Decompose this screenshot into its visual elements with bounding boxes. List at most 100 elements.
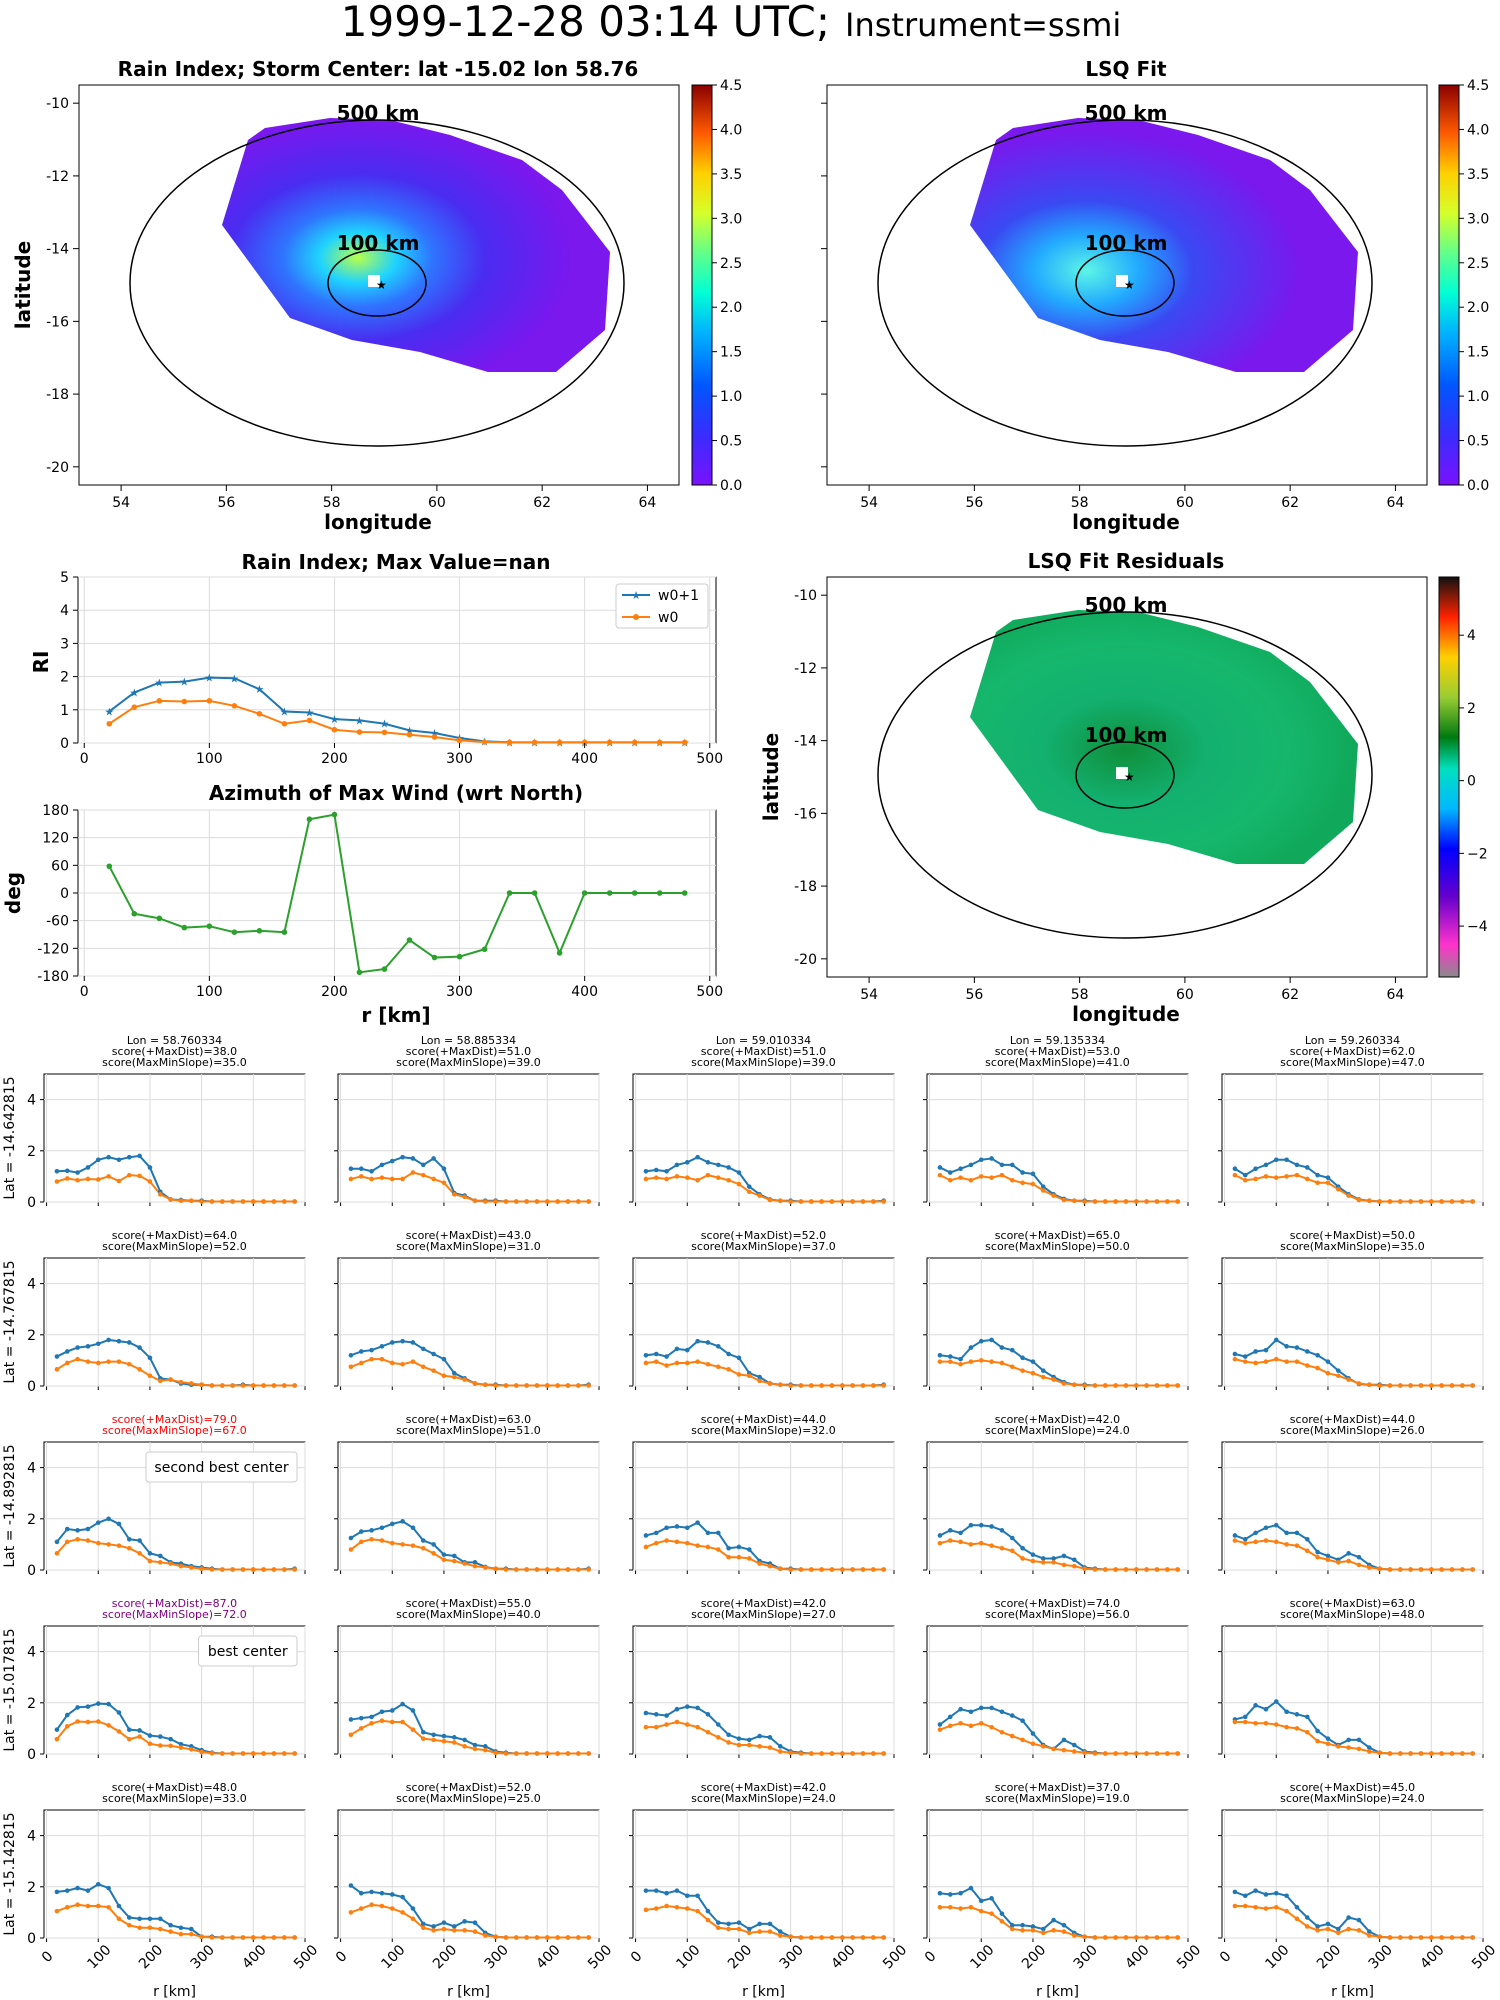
x-tick-label: 58	[1071, 495, 1089, 511]
data-point-star: ★	[104, 705, 114, 718]
panel-axes	[632, 1625, 895, 1755]
data-point	[106, 720, 113, 727]
data-point-w0	[534, 1935, 540, 1940]
data-point	[681, 739, 688, 746]
data-point-w0	[1418, 1383, 1424, 1388]
data-point-w0plus1	[1071, 1557, 1077, 1563]
data-point-w0plus1	[674, 1888, 680, 1893]
y-tick-label: 2	[27, 1696, 36, 1712]
data-point-w0	[199, 1934, 204, 1940]
column-header: Lon = 58.885334	[421, 1034, 516, 1047]
panel-r1-c1: score(MaxMinSlope)=31.0score(+MaxDist)=4…	[334, 1229, 600, 1390]
data-point-w0	[726, 1177, 731, 1183]
data-point-w0plus1	[1030, 1359, 1036, 1364]
lsq-fit-ring-label-100: 100 km	[1085, 231, 1168, 255]
data-point-w0plus1	[695, 1520, 700, 1525]
colorbar-tick-label: 4.5	[1467, 78, 1489, 94]
data-point-w0	[534, 1751, 540, 1756]
data-point-w0	[1335, 1560, 1341, 1565]
data-point-w0	[106, 1723, 111, 1728]
data-point-w0	[1030, 1928, 1036, 1933]
data-point-w0plus1	[978, 1705, 984, 1711]
data-point-w0	[85, 1176, 91, 1182]
data-point-star: ★	[405, 724, 415, 737]
data-point-w0	[503, 1935, 509, 1940]
y-tick-label: -14	[794, 734, 817, 750]
data-point-w0	[1439, 1935, 1444, 1940]
data-point	[656, 739, 663, 746]
data-point-w0	[947, 1723, 953, 1729]
data-point-w0	[1165, 1199, 1170, 1204]
data-point-w0	[726, 1367, 731, 1372]
data-point-w0plus1	[643, 1888, 649, 1893]
x-tick-label: 54	[112, 495, 130, 511]
x-tick-label: 100	[673, 1942, 703, 1972]
data-point-w0	[1263, 1359, 1269, 1364]
data-point-w0plus1	[348, 1717, 354, 1722]
data-point-w0	[261, 1751, 266, 1756]
data-point-w0plus1	[777, 1744, 783, 1749]
panel-score-maxdist: score(+MaxDist)=52.0	[701, 1229, 826, 1242]
data-point-w0	[431, 1928, 436, 1933]
x-tick-label: 200	[136, 1942, 166, 1972]
data-point-w0plus1	[178, 1741, 184, 1747]
data-point-w0plus1	[705, 1908, 711, 1914]
data-point-w0	[85, 1719, 91, 1725]
data-point-w0plus1	[1356, 1917, 1362, 1923]
series-line-0	[108, 813, 685, 974]
data-point-w0	[1387, 1199, 1393, 1204]
data-point-w0	[999, 1729, 1005, 1735]
panel-score-maxminslope: score(MaxMinSlope)=48.0	[1280, 1608, 1425, 1621]
data-point-w0	[999, 1545, 1005, 1551]
data-point-w0plus1	[736, 1736, 742, 1741]
panel-axes	[337, 1257, 600, 1387]
data-point	[106, 863, 113, 870]
data-point-w0plus1	[1294, 1530, 1300, 1536]
data-point-w0	[1263, 1174, 1269, 1179]
colorbar-tick-label: 3.0	[1467, 211, 1489, 227]
lsq-fit-ring-100km	[1075, 249, 1175, 317]
data-point-w0plus1	[126, 1340, 132, 1345]
row-label: Lat = -14.642815	[2, 1076, 18, 1199]
data-point-w0	[1154, 1935, 1160, 1940]
data-point	[556, 739, 563, 746]
data-point-w0	[958, 1906, 963, 1911]
colorbar-tick-label: 0	[1467, 774, 1476, 790]
residuals-ring-label-500: 500 km	[1085, 593, 1168, 617]
star-icon: ★	[1124, 770, 1135, 784]
y-tick-label: 2	[60, 670, 69, 686]
y-tick-label: 4	[27, 1093, 36, 1109]
data-point-w0plus1	[431, 1351, 436, 1357]
data-point-w0	[1460, 1383, 1465, 1388]
panel-score-maxdist: score(+MaxDist)=63.0	[1290, 1597, 1415, 1610]
data-point-w0plus1	[1040, 1184, 1046, 1189]
data-point-w0	[545, 1751, 550, 1756]
data-point-w0	[1123, 1935, 1129, 1940]
data-point-w0	[958, 1175, 963, 1180]
data-point-w0	[1429, 1567, 1434, 1572]
data-point-w0plus1	[937, 1890, 943, 1896]
x-tick-label: 0	[333, 1948, 351, 1966]
panel-axes	[1221, 1073, 1484, 1203]
data-point-w0plus1	[1366, 1745, 1372, 1750]
data-point-w0	[1232, 1172, 1238, 1178]
rain-index-profile-title: Rain Index; Max Value=nan	[242, 550, 551, 574]
x-tick-label: 200	[321, 984, 348, 1000]
data-point-w0plus1	[968, 1522, 974, 1528]
data-point-star: ★	[304, 706, 314, 719]
data-point-w0	[1123, 1383, 1129, 1388]
data-point-w0	[106, 1174, 111, 1179]
data-point-w0	[261, 1567, 266, 1572]
data-point-w0	[705, 1544, 711, 1550]
y-tick-label: 180	[42, 803, 69, 819]
panel-r0-c0: 0 2 4 Lat = -14.642815 score(MaxMinSlope)=35…	[2, 1034, 306, 1211]
data-point-w0	[1408, 1935, 1413, 1940]
data-point-w0plus1	[441, 1356, 447, 1362]
rain-index-xlabel: longitude	[324, 510, 432, 534]
data-point-w0	[1009, 1733, 1015, 1739]
data-point-w0	[410, 1359, 416, 1364]
data-point-w0	[1429, 1383, 1434, 1388]
panel-r2-c0: 0 2 4 Lat = -14.892815 score(MaxMinSlope)=67…	[2, 1413, 306, 1579]
x-tick-label: 400	[1122, 1942, 1152, 1972]
data-point-w0	[767, 1745, 773, 1750]
